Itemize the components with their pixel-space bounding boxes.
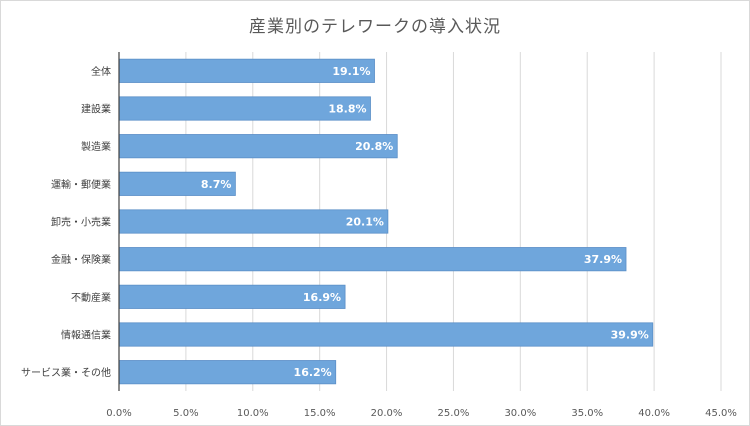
- x-tick-label: 40.0%: [638, 408, 670, 419]
- x-tick-label: 30.0%: [504, 408, 536, 419]
- category-label: 製造業: [81, 140, 111, 153]
- x-tick-label: 10.0%: [237, 408, 269, 419]
- x-tick-label: 0.0%: [106, 408, 131, 419]
- data-label: 39.9%: [611, 329, 649, 342]
- data-label: 19.1%: [332, 65, 370, 78]
- x-tick-label: 35.0%: [571, 408, 603, 419]
- category-label: 不動産業: [71, 291, 111, 304]
- data-label: 16.9%: [303, 291, 341, 304]
- data-label: 8.7%: [201, 178, 232, 191]
- category-label: サービス業・その他: [21, 366, 111, 379]
- x-tick-label: 5.0%: [173, 408, 198, 419]
- x-tick-label: 45.0%: [705, 408, 737, 419]
- category-label: 運輸・郵便業: [51, 178, 111, 191]
- x-tick-label: 25.0%: [438, 408, 470, 419]
- data-label: 37.9%: [584, 253, 622, 266]
- category-label: 全体: [91, 65, 111, 78]
- data-label: 18.8%: [328, 103, 366, 116]
- bar: [118, 247, 627, 272]
- bar: [118, 322, 654, 347]
- chart-title: 産業別のテレワークの導入状況: [249, 17, 501, 37]
- category-label: 卸売・小売業: [51, 216, 111, 229]
- category-label: 建設業: [81, 103, 111, 116]
- data-label: 16.2%: [294, 366, 332, 379]
- x-tick-label: 20.0%: [371, 408, 403, 419]
- data-label: 20.8%: [355, 140, 393, 153]
- category-label: 金融・保険業: [51, 253, 111, 266]
- x-tick-label: 15.0%: [304, 408, 336, 419]
- category-label: 情報通信業: [61, 329, 111, 342]
- data-label: 20.1%: [346, 216, 384, 229]
